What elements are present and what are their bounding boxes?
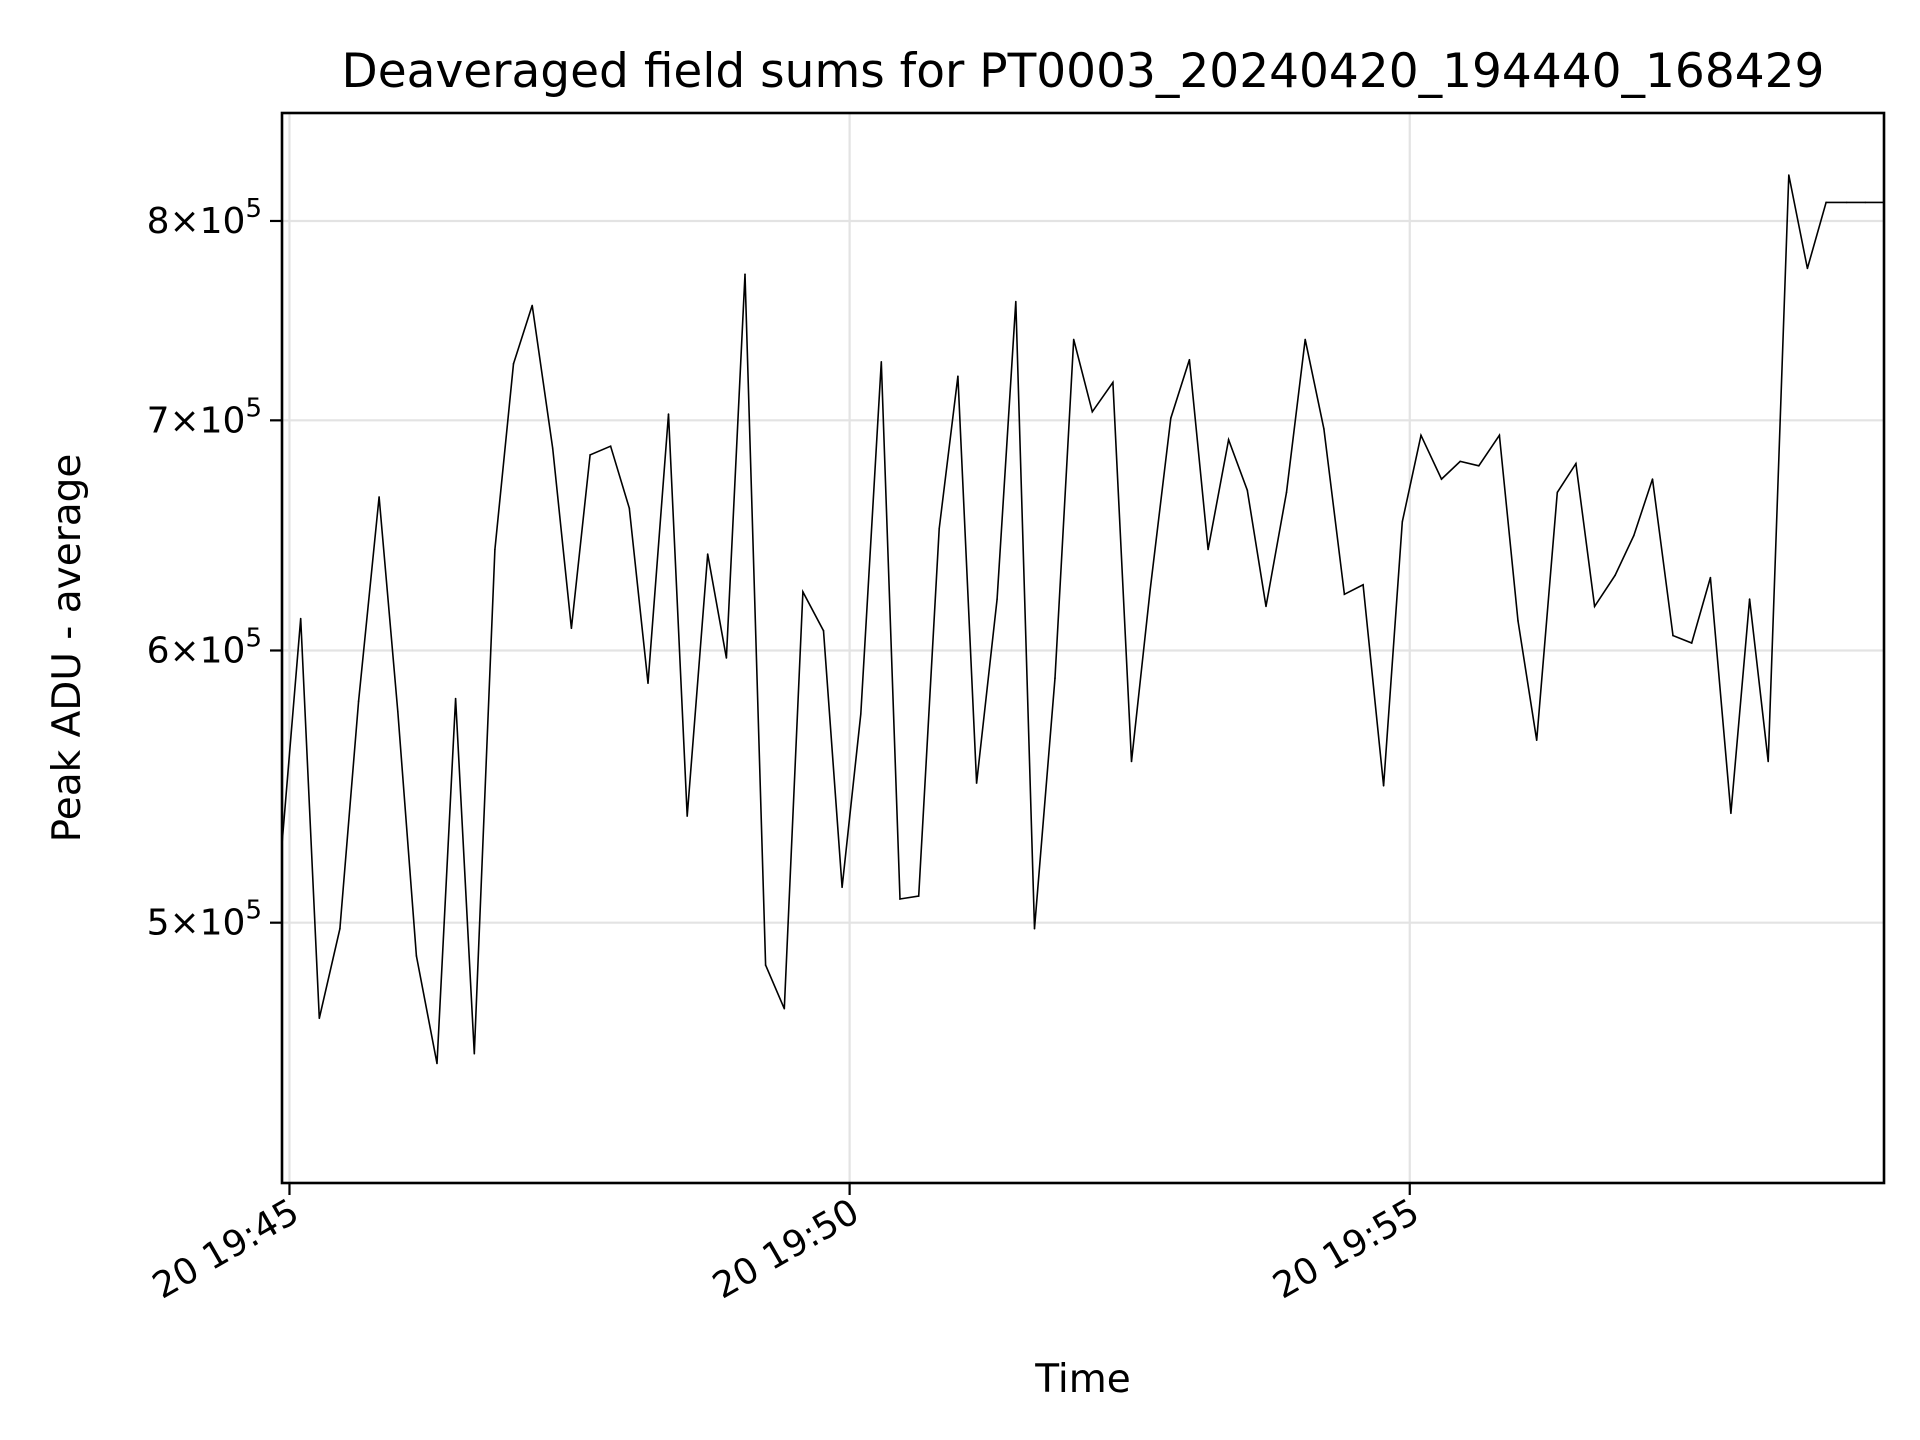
data-point: [1246, 489, 1249, 492]
data-point: [1033, 927, 1036, 930]
data-point: [996, 598, 998, 600]
data-point: [822, 629, 825, 632]
x-gridlines: [288, 113, 1411, 1183]
data-point: [378, 496, 380, 498]
data-point: [783, 1007, 786, 1010]
data-point: [1614, 574, 1616, 577]
data-point: [1556, 491, 1559, 494]
data-point: [318, 1017, 321, 1020]
data-point: [1459, 460, 1461, 463]
data-point: [1343, 593, 1346, 596]
data-point: [1362, 584, 1364, 586]
data-point: [899, 898, 901, 900]
data-point: [589, 454, 591, 456]
data-point: [1864, 201, 1867, 204]
data-point: [1072, 338, 1075, 341]
data-point: [686, 815, 688, 817]
data-point: [551, 447, 554, 450]
data-point: [1130, 760, 1133, 763]
data-point: [1440, 478, 1443, 480]
data-point: [512, 363, 515, 365]
y-axis-ticks: 5×105 6×105 7×105 8×105: [147, 194, 282, 944]
data-point: [1788, 174, 1790, 176]
data-point: [1575, 462, 1577, 465]
data-point: [494, 548, 496, 551]
data-point: [397, 710, 399, 713]
data-point: [1401, 521, 1404, 523]
data-point: [802, 591, 804, 593]
data-point: [1748, 598, 1751, 600]
data-point: [1382, 785, 1385, 787]
data-point: [1517, 620, 1519, 622]
data-point: [473, 1052, 476, 1055]
plot-frame: [280, 111, 1886, 1185]
data-point: [415, 955, 418, 957]
data-point: [436, 1062, 438, 1065]
data-point: [1304, 338, 1306, 341]
x-axis-label: Time: [1034, 1357, 1130, 1402]
y-tick-label: 8×105: [147, 194, 262, 242]
data-point: [1054, 677, 1056, 679]
data-point: [880, 361, 883, 363]
data-point: [1633, 534, 1635, 537]
data-point: [1478, 465, 1480, 467]
data-point: [1265, 605, 1267, 608]
data-point: [1535, 739, 1538, 741]
data-point: [1227, 438, 1230, 441]
data-point: [841, 886, 843, 889]
data-point: [917, 895, 920, 897]
data-point: [1149, 588, 1151, 591]
data-point: [339, 927, 341, 930]
data-point: [957, 375, 959, 378]
data-point: [628, 507, 631, 510]
data-point: [299, 617, 302, 620]
data-point: [1285, 491, 1288, 494]
data-point: [1207, 548, 1209, 551]
chart-title: Deaveraged field sums for PT0003_2024042…: [342, 44, 1825, 99]
data-point: [1015, 300, 1017, 303]
data-point: [570, 627, 573, 630]
data-point: [706, 553, 709, 555]
data-point: [1188, 358, 1191, 361]
data-point: [1806, 267, 1809, 270]
data-point: [975, 782, 978, 784]
data-point: [1690, 642, 1693, 644]
y-gridlines: [282, 219, 1884, 924]
data-point: [1170, 417, 1172, 420]
data-point: [860, 713, 862, 715]
data-point: [744, 273, 746, 276]
data-point: [1845, 201, 1848, 204]
data-point: [1825, 201, 1827, 204]
data-point: [609, 445, 612, 448]
data-point: [1498, 434, 1501, 437]
data-point: [1709, 576, 1712, 579]
y-tick-label: 5×105: [147, 896, 262, 944]
data-point: [1672, 634, 1674, 637]
y-tick-label: 7×105: [147, 393, 262, 441]
data-point: [454, 697, 457, 700]
data-point: [1091, 411, 1094, 413]
data-point: [531, 304, 533, 307]
data-point: [938, 527, 940, 530]
y-axis-label: Peak ADU - average: [45, 454, 90, 843]
series-line: [281, 174, 1884, 1064]
data-point: [667, 413, 670, 415]
data-point: [1112, 381, 1114, 384]
data-point: [1323, 428, 1325, 430]
data-point: [1767, 760, 1769, 763]
data-point: [764, 964, 767, 966]
data-point: [1420, 434, 1422, 437]
data-point: [1593, 605, 1596, 608]
y-tick-label: 6×105: [147, 623, 262, 671]
data-point: [647, 682, 649, 684]
data-point: [1730, 812, 1732, 815]
data-point: [357, 700, 360, 702]
data-point: [725, 657, 728, 659]
data-point: [1651, 478, 1654, 480]
